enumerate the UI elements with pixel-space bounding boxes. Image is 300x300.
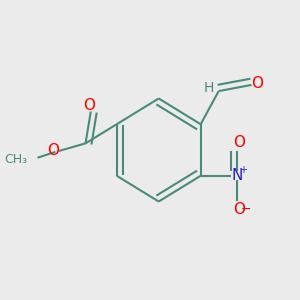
Text: −: −: [240, 203, 251, 216]
Text: O: O: [83, 98, 95, 112]
Text: O: O: [232, 135, 244, 150]
Text: H: H: [204, 81, 214, 94]
Text: O: O: [47, 142, 59, 158]
Text: CH₃: CH₃: [4, 153, 27, 166]
Text: O: O: [251, 76, 263, 91]
Text: N: N: [232, 168, 243, 183]
Text: +: +: [239, 166, 247, 176]
Text: O: O: [232, 202, 244, 217]
